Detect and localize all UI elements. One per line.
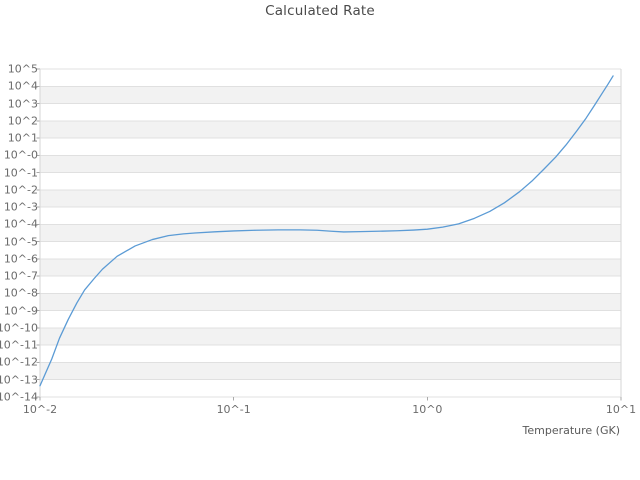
decade-band [40,327,621,346]
y-tick-label: 10^-9 [3,304,38,318]
y-tick-label: 10^-1 [3,166,38,180]
x-tick-label: 10^-2 [22,403,58,416]
y-tick-label: 10^-12 [0,355,38,369]
y-tick-label: 10^-14 [0,390,38,404]
y-tick-label: 10^1 [7,131,38,145]
decade-band [40,189,621,208]
rate-curve [39,75,614,387]
y-tick-label: 10^-4 [3,217,38,231]
decade-band [40,155,621,173]
chart-title: Calculated Rate [265,3,375,19]
decade-band [40,103,621,121]
y-tick-label: 10^4 [7,79,38,93]
y-tick-label: 10^-10 [0,321,38,335]
decade-band [40,345,621,363]
y-tick-label: 10^-13 [0,373,38,387]
x-tick-label: 10^1 [605,403,637,416]
y-tick-label: 10^5 [7,62,38,76]
decade-band [40,241,621,259]
y-tick-label: 10^-5 [3,235,38,249]
y-tick-label: 10^-7 [3,269,38,283]
y-tick-label: 10^-0 [3,148,38,162]
decade-band [40,310,621,328]
y-tick-label: 10^-6 [3,252,38,266]
decade-band [40,120,621,139]
y-tick-label: 10^-3 [3,200,38,214]
x-tick-label: 10^0 [412,403,443,416]
decade-band [40,379,621,397]
y-tick-label: 10^-8 [3,286,38,300]
decade-band [40,276,621,294]
decade-band [40,362,621,380]
y-tick-label: 10^-11 [0,338,38,352]
decade-band [40,224,621,242]
decade-band [40,207,621,225]
decade-band [40,172,621,190]
y-tick-label: 10^2 [7,114,38,128]
decade-band [40,69,621,87]
decade-band [40,86,621,104]
decade-band [40,138,621,156]
y-tick-label: 10^3 [7,97,38,111]
x-tick-label: 10^-1 [216,403,251,416]
x-axis-title: Temperature (GK) [522,424,621,437]
y-tick-label: 10^-2 [3,183,38,197]
decade-band [40,293,621,311]
decade-band [40,258,621,277]
